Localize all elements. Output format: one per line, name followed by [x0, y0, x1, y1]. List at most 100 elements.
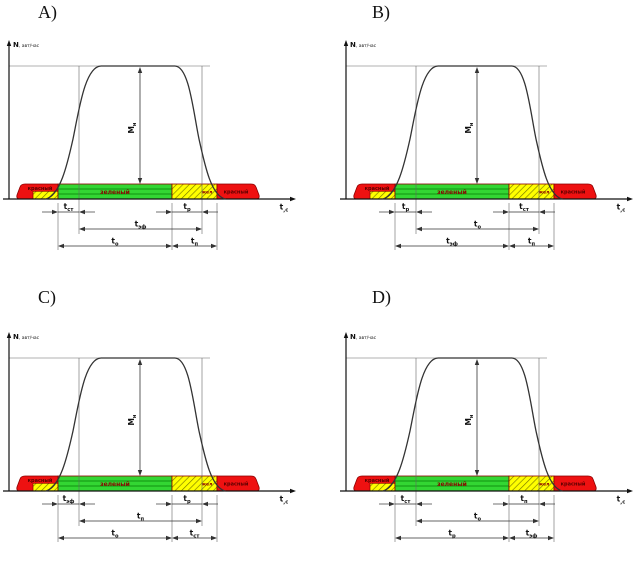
panel-d-chart: красный зеленый жел красный N, авт/час t,с Мн t…	[340, 332, 633, 542]
dim-arrow-right-icon	[548, 243, 554, 249]
dim-arrow-left-icon	[52, 209, 58, 215]
panel-b-chart: красный зеленый жел красный N, авт/час t,с Мн t…	[340, 40, 633, 250]
peak-arrow-up-icon	[474, 359, 480, 365]
peak-label: Мн	[464, 414, 475, 425]
dim-arrow-left-icon	[58, 243, 64, 249]
dim-label: tо	[111, 237, 119, 248]
dim-arrow-left-icon	[509, 535, 515, 541]
signal-yellow-label: жел	[202, 191, 213, 196]
dim-arrow-right-icon	[548, 535, 554, 541]
dim-arrow-left-icon	[503, 209, 509, 215]
dim-label: tр	[183, 202, 191, 213]
dimension-row2: tп	[79, 512, 202, 524]
signal-red-right-label: красный	[224, 481, 249, 488]
peak-arrow-down-icon	[137, 178, 143, 184]
x-axis-label: t,с	[280, 495, 289, 506]
dim-arrow-left-icon	[58, 535, 64, 541]
dim-arrow-left-icon	[416, 226, 422, 232]
dimension-row3-left: tо	[58, 237, 172, 249]
x-axis-arrow-icon	[290, 196, 296, 202]
signal-green-label: зеленый	[100, 189, 130, 196]
panel-a-label: A)	[38, 2, 57, 22]
dimension-row3-left: tо	[58, 529, 172, 541]
saturation-flow-curve	[45, 65, 226, 200]
peak-arrow-up-icon	[137, 67, 143, 73]
peak-arrow-down-icon	[474, 470, 480, 476]
dim-label: tст	[190, 529, 200, 540]
axes: N, авт/час t,с	[340, 332, 633, 505]
y-axis-label: N, авт/час	[350, 41, 377, 49]
y-axis-arrow-icon	[6, 40, 12, 46]
dim-arrow-left-icon	[395, 535, 401, 541]
x-axis-arrow-icon	[627, 196, 633, 202]
signal-bar: красный зеленый жел красный	[353, 475, 597, 492]
dimension-row3-right: tэф	[509, 529, 554, 541]
y-axis-arrow-icon	[343, 40, 349, 46]
dim-arrow-left-icon	[166, 209, 172, 215]
dim-label: tэф	[63, 494, 75, 505]
dimension-row2: tэф	[79, 220, 202, 232]
y-axis-label: N, авт/час	[13, 41, 40, 49]
dim-arrow-right-icon	[416, 209, 422, 215]
saturation-flow-curve	[45, 357, 226, 492]
dim-label: tст	[64, 202, 74, 213]
peak-arrow-down-icon	[474, 178, 480, 184]
dim-arrow-right-icon	[211, 535, 217, 541]
panel-b-label: B)	[372, 2, 390, 22]
dim-arrow-left-icon	[172, 243, 178, 249]
dimension-row3-left: tэф	[395, 237, 509, 249]
peak-arrow-up-icon	[474, 67, 480, 73]
dim-arrow-right-icon	[202, 209, 208, 215]
dim-label: tп	[528, 237, 536, 248]
dim-arrow-left-icon	[79, 226, 85, 232]
peak-dimension: Мн	[464, 67, 480, 184]
dimension-row1-left: tст	[42, 202, 95, 215]
x-axis-label: t,с	[617, 203, 626, 214]
dim-label: tэф	[135, 220, 147, 231]
dim-arrow-left-icon	[389, 209, 395, 215]
peak-dimension: Мн	[127, 359, 143, 476]
dim-label: tэф	[446, 237, 458, 248]
dim-arrow-right-icon	[416, 501, 422, 507]
dim-label: tо	[474, 512, 482, 523]
dim-arrow-right-icon	[202, 501, 208, 507]
peak-label: Мн	[127, 414, 138, 425]
peak-label: Мн	[127, 122, 138, 133]
dim-arrow-right-icon	[196, 518, 202, 524]
dimension-row1-left: tэф	[42, 494, 95, 507]
saturation-flow-curve	[382, 357, 563, 492]
dim-label: tо	[111, 529, 119, 540]
peak-dimension: Мн	[464, 359, 480, 476]
construction-lines	[346, 357, 555, 542]
signal-yellow-label: жел	[539, 191, 550, 196]
signal-red-right-label: красный	[561, 189, 586, 196]
axes: N, авт/час t,с	[3, 332, 296, 505]
axes: N, авт/час t,с	[340, 40, 633, 213]
panel-a-chart: красный зеленый жел красный N, авт/час t,с Мн t…	[3, 40, 296, 250]
dim-label: tп	[520, 494, 528, 505]
dim-arrow-right-icon	[539, 501, 545, 507]
construction-lines	[9, 65, 218, 250]
dim-arrow-left-icon	[79, 518, 85, 524]
dim-arrow-left-icon	[503, 501, 509, 507]
dim-label: tп	[191, 237, 199, 248]
x-axis-arrow-icon	[290, 488, 296, 494]
dim-arrow-left-icon	[389, 501, 395, 507]
dim-arrow-right-icon	[211, 243, 217, 249]
signal-bar: красный зеленый жел красный	[16, 183, 260, 200]
signal-red-left-label: красный	[365, 477, 390, 484]
signal-green-label: зеленый	[437, 481, 467, 488]
signal-green-label: зеленый	[437, 189, 467, 196]
construction-lines	[9, 357, 218, 542]
peak-arrow-up-icon	[137, 359, 143, 365]
x-axis-label: t,с	[617, 495, 626, 506]
dim-arrow-left-icon	[172, 535, 178, 541]
dim-label: tо	[474, 220, 482, 231]
dimension-row2: tо	[416, 220, 539, 232]
saturation-flow-curve	[382, 65, 563, 200]
dim-arrow-right-icon	[503, 243, 509, 249]
dimension-row2: tо	[416, 512, 539, 524]
dimension-row3-right: tп	[172, 237, 217, 249]
dim-arrow-right-icon	[539, 209, 545, 215]
